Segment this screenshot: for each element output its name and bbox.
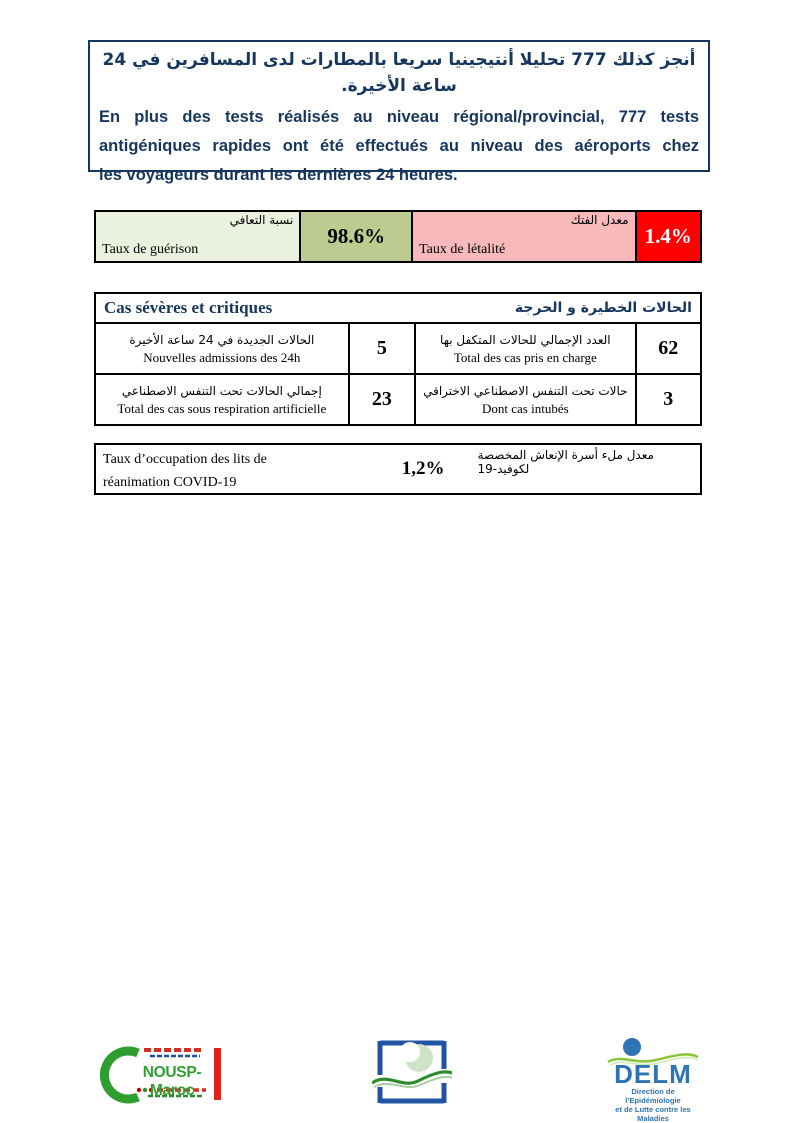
ventilated-cases-label-arabic: إجمالي الحالات تحت التنفس الاصطناعي <box>121 383 322 398</box>
icu-occupancy-box: Taux d’occupation des lits de réanimatio… <box>94 443 702 495</box>
icu-occupancy-label-line: Taux d’occupation des lits de <box>103 452 267 467</box>
icu-occupancy-label-line: réanimation COVID-19 <box>103 475 237 490</box>
recovery-rate-value-cell: 98.6% <box>301 212 414 261</box>
intubated-cases-label-cell: حالات تحت التنفس الاصطناعي الاختراقي Don… <box>416 375 637 424</box>
delm-subtitle-line: Direction de l’Epidémiologie <box>625 1087 681 1105</box>
fatality-rate-value: 1.4% <box>644 224 692 248</box>
intro-french-line: les voyageurs durant les dernières 24 he… <box>99 166 458 184</box>
intubated-cases-value: 3 <box>663 388 674 410</box>
severe-cases-table: Cas sévères et critiques الحالات الخطيرة… <box>94 292 702 426</box>
delm-logo-graphic <box>607 1038 699 1066</box>
severe-cases-title-french: Cas sévères et critiques <box>104 298 273 317</box>
total-cases-in-charge-value: 62 <box>658 337 679 359</box>
recovery-rate-label-french: Taux de guérison <box>102 242 199 257</box>
ministry-health-logo <box>372 1037 452 1105</box>
icu-occupancy-label-arabic: معدل ملء أسرة الإنعاش المخصصة لكوفيد-19 <box>477 448 654 476</box>
dot-icon <box>136 1087 142 1093</box>
rates-table: نسبة التعافي Taux de guérison 98.6% معدل… <box>94 210 702 263</box>
table-row: إجمالي الحالات تحت التنفس الاصطناعي Tota… <box>96 375 700 424</box>
nousp-logo: NOUSP-Maroc <box>100 1043 224 1105</box>
table-row: الحالات الجديدة في 24 ساعة الأخيرة Nouve… <box>96 324 700 375</box>
intro-arabic-headline: أنجز كذلك 777 تحليلا أنتيجينيا سريعا بال… <box>102 50 696 96</box>
nousp-logo-text: NOUSP-Maroc <box>142 1064 202 1099</box>
total-cases-in-charge-label-french: Total des cas pris en charge <box>453 349 597 365</box>
dot-icon <box>142 1087 148 1093</box>
intubated-cases-label-french: Dont cas intubés <box>482 400 569 416</box>
recovery-rate-label-cell: نسبة التعافي Taux de guérison <box>96 212 302 261</box>
delm-subtitle: Direction de l’Epidémiologie et de Lutte… <box>606 1087 700 1123</box>
wave-light-icon <box>373 1075 452 1088</box>
intubated-cases-label-arabic: حالات تحت التنفس الاصطناعي الاختراقي <box>423 383 628 398</box>
wave-light-icon <box>609 1056 699 1066</box>
fatality-rate-label-arabic: معدل الفتك <box>570 213 629 227</box>
total-cases-in-charge-label-cell: العدد الإجمالي للحالات المتكفل بها Total… <box>416 324 637 373</box>
wave-icon <box>372 1070 452 1085</box>
dot-icon <box>148 1087 154 1093</box>
crescent-cutout <box>400 1042 420 1062</box>
wave-icon <box>607 1053 699 1064</box>
delm-logo: DELM Direction de l’Epidémiologie et de … <box>606 1037 700 1123</box>
new-admissions-label-french: Nouvelles admissions des 24h <box>143 349 301 365</box>
delm-subtitle-line: et de Lutte contre les Maladies <box>615 1105 691 1123</box>
new-admissions-label-arabic: الحالات الجديدة في 24 ساعة الأخيرة <box>129 332 315 347</box>
ventilated-cases-value: 23 <box>350 375 417 424</box>
fatality-rate-label-cell: معدل الفتك Taux de létalité <box>413 212 637 261</box>
green-arc-icon <box>100 1046 140 1104</box>
ventilated-cases-label-cell: إجمالي الحالات تحت التنفس الاصطناعي Tota… <box>96 375 350 424</box>
delm-logo-text: DELM <box>614 1059 692 1089</box>
fatality-rate-value-cell: 1.4% <box>636 212 700 261</box>
icu-occupancy-label-french: Taux d’occupation des lits de réanimatio… <box>96 445 369 493</box>
fatality-rate-label-french: Taux de létalité <box>419 242 506 257</box>
intro-french-line: En plus des tests réalisés au niveau rég… <box>99 108 699 126</box>
total-cases-in-charge-label-arabic: العدد الإجمالي للحالات المتكفل بها <box>440 332 611 347</box>
new-admissions-label-cell: الحالات الجديدة في 24 ساعة الأخيرة Nouve… <box>96 324 350 373</box>
severe-cases-header: Cas sévères et critiques الحالات الخطيرة… <box>96 294 700 324</box>
recovery-rate-value: 98.6% <box>327 224 386 248</box>
ventilated-cases-label-french: Total des cas sous respiration artificie… <box>117 400 327 416</box>
ministry-logo-graphic <box>372 1040 452 1104</box>
red-bar-icon <box>214 1048 221 1100</box>
severe-cases-title-arabic: الحالات الخطيرة و الحرجة <box>514 300 692 316</box>
blue-dot-icon <box>623 1038 641 1056</box>
nousp-logo-graphic <box>100 1046 221 1104</box>
icu-occupancy-value: 1,2% <box>401 458 445 479</box>
new-admissions-value: 5 <box>350 324 417 373</box>
intro-french-paragraph: En plus des tests réalisés au niveau rég… <box>90 99 708 190</box>
intro-french-line: antigéniques rapides ont été effectués a… <box>99 137 699 155</box>
intro-box: أنجز كذلك 777 تحليلا أنتيجينيا سريعا بال… <box>88 40 710 184</box>
recovery-rate-label-arabic: نسبة التعافي <box>229 213 294 227</box>
